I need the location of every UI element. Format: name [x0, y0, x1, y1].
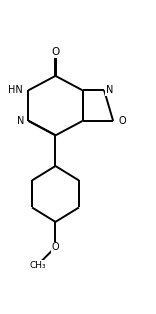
- Text: O: O: [119, 116, 126, 126]
- Text: N: N: [17, 116, 25, 126]
- Text: O: O: [51, 47, 60, 57]
- Text: CH₃: CH₃: [29, 261, 46, 270]
- Text: HN: HN: [8, 85, 23, 95]
- Text: O: O: [52, 242, 59, 252]
- Text: N: N: [106, 85, 113, 95]
